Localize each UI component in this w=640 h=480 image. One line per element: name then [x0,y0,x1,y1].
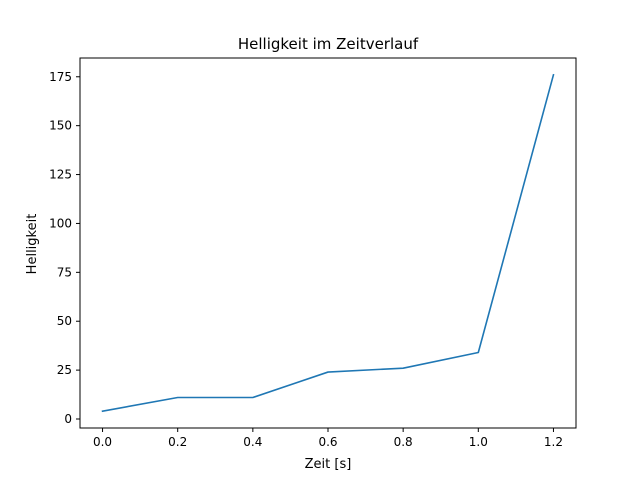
x-tick-label: 0.2 [168,435,187,449]
x-tick-label: 1.0 [469,435,488,449]
x-tick-label: 1.2 [544,435,563,449]
chart-title: Helligkeit im Zeitverlauf [238,35,419,53]
x-tick-label: 0.4 [243,435,262,449]
x-axis-label: Zeit [s] [305,457,352,472]
y-tick-label: 50 [57,314,72,328]
x-tick-label: 0.0 [93,435,112,449]
y-tick-label: 125 [49,168,72,182]
x-tick-label: 0.6 [318,435,337,449]
x-tick-label: 0.8 [394,435,413,449]
y-tick-label: 100 [49,216,72,230]
y-tick-label: 175 [49,70,72,84]
y-axis-label: Helligkeit [25,214,40,275]
y-tick-label: 150 [49,119,72,133]
series-line [101,73,555,413]
y-tick-label: 75 [57,265,72,279]
plot-area: 0.0 0.2 0.4 0.6 0.8 1.0 1.2 0 25 50 75 100 125 150 175 [49,57,577,449]
y-tick-label: 0 [64,412,72,426]
y-tick-label: 25 [57,363,72,377]
